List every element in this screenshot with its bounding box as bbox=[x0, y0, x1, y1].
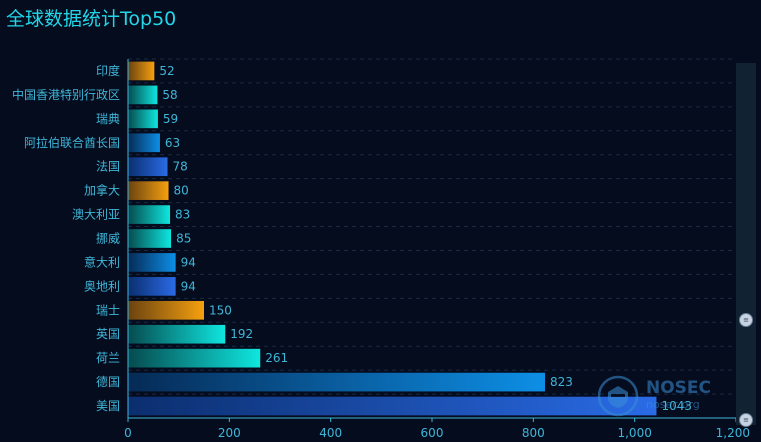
bar[interactable] bbox=[128, 324, 226, 344]
category-label: 中国香港特别行政区 bbox=[12, 87, 120, 102]
value-label: 78 bbox=[173, 160, 188, 174]
zoom-handle-top[interactable]: ≡ bbox=[739, 313, 753, 327]
value-label: 1043 bbox=[661, 399, 692, 413]
category-label: 法国 bbox=[96, 160, 120, 174]
category-label: 阿拉伯联合酋长国 bbox=[24, 135, 120, 150]
value-label: 58 bbox=[162, 88, 177, 102]
bar[interactable] bbox=[128, 253, 176, 272]
bar[interactable] bbox=[128, 229, 172, 248]
value-label: 192 bbox=[230, 327, 253, 341]
value-label: 63 bbox=[165, 136, 180, 150]
value-label: 94 bbox=[181, 255, 196, 269]
x-tick-label: 800 bbox=[522, 426, 545, 440]
category-label: 英国 bbox=[96, 327, 120, 341]
category-label: 德国 bbox=[96, 374, 120, 389]
x-tick-label: 200 bbox=[218, 426, 241, 440]
value-label: 52 bbox=[159, 64, 174, 78]
zoom-handle-bottom[interactable]: ≡ bbox=[739, 413, 753, 427]
bar[interactable] bbox=[128, 133, 160, 153]
value-label: 261 bbox=[265, 351, 288, 365]
bar[interactable] bbox=[128, 300, 204, 320]
category-label: 瑞士 bbox=[96, 303, 120, 317]
category-label: 挪威 bbox=[96, 232, 120, 246]
bar[interactable] bbox=[128, 396, 657, 416]
bar[interactable] bbox=[128, 61, 155, 81]
bar[interactable] bbox=[128, 348, 261, 368]
watermark-site: nosec.org bbox=[646, 398, 700, 411]
category-label: 印度 bbox=[96, 63, 120, 78]
x-tick-label: 1,000 bbox=[617, 426, 651, 440]
x-tick-label: 0 bbox=[124, 426, 132, 440]
category-label: 加拿大 bbox=[84, 183, 120, 198]
category-label: 瑞典 bbox=[96, 112, 120, 126]
value-label: 80 bbox=[174, 184, 189, 198]
category-label: 意大利 bbox=[84, 254, 120, 269]
x-tick-label: 1,200 bbox=[716, 426, 750, 440]
grip-icon: ≡ bbox=[743, 315, 749, 324]
value-label: 85 bbox=[176, 232, 191, 246]
x-tick-label: 600 bbox=[421, 426, 444, 440]
data-zoom-scrollbar[interactable]: ≡ ≡ bbox=[736, 63, 756, 427]
category-label: 美国 bbox=[96, 399, 120, 413]
bar[interactable] bbox=[128, 205, 171, 224]
bar[interactable] bbox=[128, 181, 169, 200]
bar[interactable] bbox=[128, 157, 168, 177]
value-label: 150 bbox=[209, 303, 232, 317]
value-label: 823 bbox=[550, 375, 573, 389]
watermark: NOSEC nosec.org bbox=[596, 374, 736, 420]
bar[interactable] bbox=[128, 372, 545, 392]
category-label: 奥地利 bbox=[84, 279, 120, 293]
bar[interactable] bbox=[128, 277, 176, 296]
value-label: 94 bbox=[181, 279, 196, 293]
bar[interactable] bbox=[128, 85, 158, 105]
value-label: 59 bbox=[163, 112, 178, 126]
watermark-name: NOSEC bbox=[646, 378, 712, 398]
chart-title: 全球数据统计Top50 bbox=[6, 8, 177, 30]
grip-icon: ≡ bbox=[743, 415, 749, 424]
bar[interactable] bbox=[128, 109, 158, 129]
shield-logo-icon bbox=[597, 375, 639, 417]
category-label: 荷兰 bbox=[96, 351, 120, 365]
category-label: 澳大利亚 bbox=[72, 208, 120, 222]
x-tick-label: 400 bbox=[319, 426, 342, 440]
value-label: 83 bbox=[175, 208, 190, 222]
